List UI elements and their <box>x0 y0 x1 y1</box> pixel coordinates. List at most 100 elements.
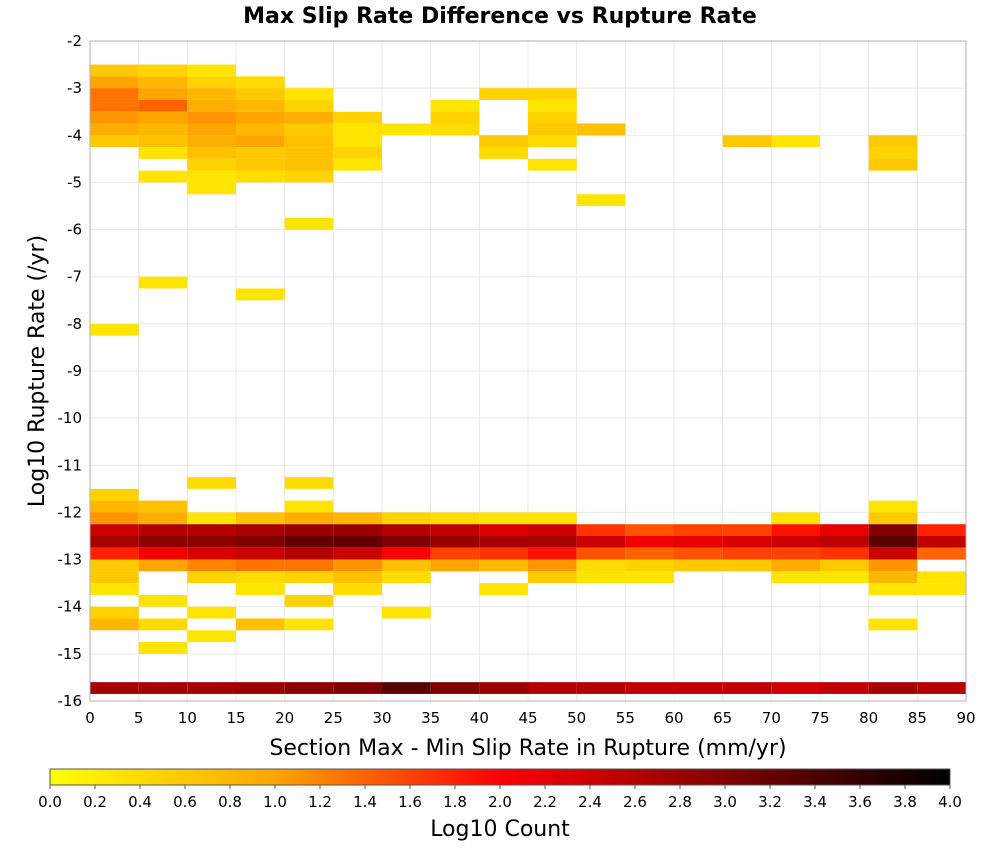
x-tick-label: 85 <box>908 709 927 727</box>
y-tick-label: -8 <box>67 315 82 333</box>
x-tick-label: 0 <box>85 709 95 727</box>
heatmap-cell <box>138 512 188 525</box>
heatmap-cell <box>625 559 674 572</box>
heatmap-cell <box>236 99 285 112</box>
colorbar-label: Log10 Count <box>430 817 570 842</box>
heatmap-cell <box>382 123 431 136</box>
heatmap-cell <box>382 536 431 548</box>
colorbar-tick-label: 3.8 <box>893 793 917 811</box>
heatmap-cell <box>722 682 772 694</box>
heatmap-cell <box>674 559 723 572</box>
heatmap-cell <box>528 111 577 124</box>
heatmap-cell <box>187 536 236 548</box>
heatmap-cell <box>187 512 236 525</box>
heatmap-cell <box>333 536 382 548</box>
heatmap-cell <box>236 76 285 89</box>
x-tick-label: 70 <box>762 709 781 727</box>
heatmap-cell <box>382 512 431 525</box>
heatmap-cell <box>90 76 139 89</box>
chart-title: Max Slip Rate Difference vs Rupture Rate <box>243 4 757 29</box>
heatmap-cell <box>820 536 869 548</box>
heatmap-cell <box>138 111 188 124</box>
heatmap-cell <box>90 123 139 136</box>
heatmap-cell <box>138 170 188 183</box>
heatmap-cell <box>430 682 480 694</box>
heatmap-cell <box>868 547 918 560</box>
y-tick-label: -15 <box>58 645 83 663</box>
x-tick-label: 50 <box>567 709 586 727</box>
heatmap-cell <box>528 512 577 525</box>
heatmap-cell <box>868 512 918 525</box>
heatmap-cell <box>138 594 188 607</box>
x-tick-label: 5 <box>134 709 144 727</box>
heatmap-cell <box>90 512 139 525</box>
heatmap-cell <box>868 682 918 694</box>
heatmap-cell <box>236 111 285 124</box>
heatmap-cell <box>236 170 285 183</box>
colorbar-tick-label: 4.0 <box>938 793 962 811</box>
heatmap-cell <box>333 111 382 124</box>
colorbar-tick-label: 1.4 <box>353 793 377 811</box>
colorbar <box>49 768 951 786</box>
heatmap-cell <box>187 147 236 159</box>
heatmap-cell <box>90 606 139 619</box>
colorbar-tick-label: 1.2 <box>308 793 332 811</box>
heatmap-cell <box>917 524 966 536</box>
heatmap-cell <box>284 88 334 100</box>
heatmap-cell <box>284 559 334 572</box>
heatmap-cell <box>138 147 188 159</box>
x-tick-label: 20 <box>275 709 294 727</box>
heatmap-cell <box>90 583 139 595</box>
heatmap-cell <box>187 123 236 136</box>
heatmap-cell <box>820 559 869 572</box>
heatmap-cell <box>90 64 139 77</box>
x-tick-label: 90 <box>956 709 975 727</box>
heatmap-cell <box>868 500 918 513</box>
heatmap-cell <box>138 99 188 112</box>
heatmap-cell <box>479 682 528 694</box>
heatmap-cells <box>90 64 966 694</box>
heatmap-cell <box>917 682 966 694</box>
heatmap-cell <box>820 682 869 694</box>
heatmap-cell <box>771 135 820 148</box>
heatmap-cell <box>284 170 334 183</box>
heatmap-cell <box>284 571 334 584</box>
y-tick-label: -5 <box>67 173 82 191</box>
heatmap-cell <box>722 135 772 148</box>
heatmap-cell <box>284 500 334 513</box>
heatmap-cell <box>236 88 285 100</box>
x-tick-label: 75 <box>810 709 829 727</box>
heatmap-cell <box>90 618 139 631</box>
heatmap-cell <box>674 682 723 694</box>
heatmap-cell <box>674 547 723 560</box>
heatmap-cell <box>430 547 480 560</box>
heatmap-cell <box>90 488 139 501</box>
heatmap-cell <box>90 323 139 336</box>
heatmap-cell <box>236 147 285 159</box>
x-axis-label: Section Max - Min Slip Rate in Rupture (… <box>269 736 786 761</box>
heatmap-cell <box>90 500 139 513</box>
colorbar-tick-label: 3.2 <box>758 793 782 811</box>
y-tick-label: -16 <box>58 692 83 710</box>
y-tick-label: -2 <box>67 32 82 50</box>
heatmap-cell <box>528 524 577 536</box>
heatmap-cell <box>576 682 626 694</box>
heatmap-cell <box>284 536 334 548</box>
heatmap-cell <box>333 512 382 525</box>
y-tick-label: -7 <box>67 268 82 286</box>
heatmap-cell <box>674 524 723 536</box>
colorbar-tick-label: 1.8 <box>443 793 467 811</box>
heatmap-cell <box>138 559 188 572</box>
colorbar-tick-label: 0.4 <box>128 793 152 811</box>
heatmap-cell <box>90 524 139 536</box>
heatmap-cell <box>284 594 334 607</box>
heatmap-cell <box>90 547 139 560</box>
heatmap-cell <box>868 524 918 536</box>
heatmap-cell <box>236 547 285 560</box>
heatmap-cell <box>187 559 236 572</box>
heatmap-cell <box>187 630 236 643</box>
x-tick-label: 60 <box>664 709 683 727</box>
heatmap-cell <box>722 536 772 548</box>
heatmap-cell <box>625 524 674 536</box>
heatmap-cell <box>576 123 626 136</box>
